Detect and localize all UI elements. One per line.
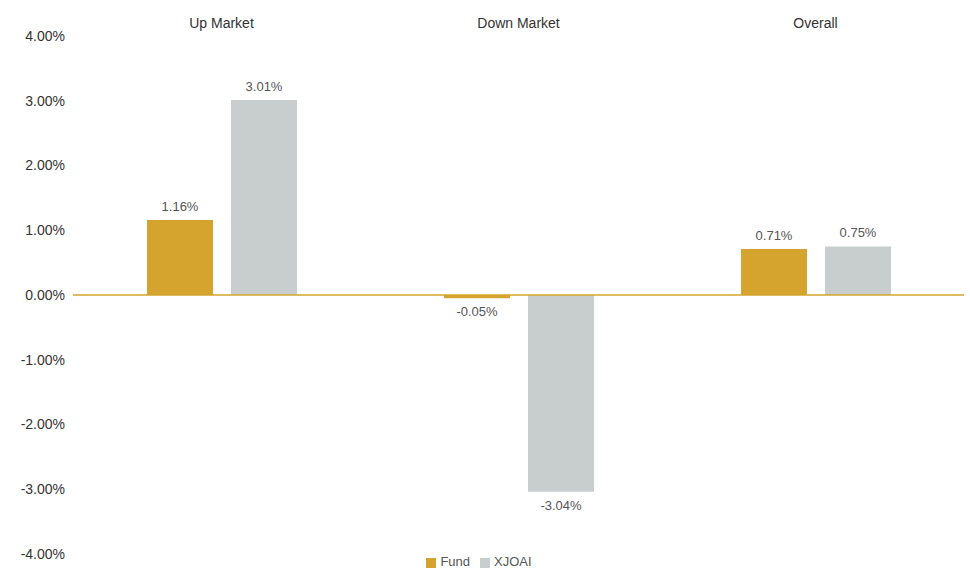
svg-text:-3.00%: -3.00% [21, 481, 65, 497]
svg-text:Up Market: Up Market [189, 15, 254, 31]
svg-text:3.01%: 3.01% [246, 79, 283, 94]
svg-text:1.16%: 1.16% [162, 199, 199, 214]
html-text:XJOAI: XJOAI [494, 554, 532, 569]
svg-text:-0.05%: -0.05% [456, 304, 498, 319]
svg-text:3.00%: 3.00% [25, 93, 65, 109]
svg-text:-4.00%: -4.00% [21, 546, 65, 562]
html-text:Fund: Fund [440, 554, 470, 569]
svg-text:1.00%: 1.00% [25, 222, 65, 238]
svg-text:-2.00%: -2.00% [21, 416, 65, 432]
svg-text:0.00%: 0.00% [25, 287, 65, 303]
svg-text:-3.04%: -3.04% [540, 498, 582, 513]
svg-text:4.00%: 4.00% [25, 28, 65, 44]
svg-text:Overall: Overall [793, 15, 837, 31]
svg-text:2.00%: 2.00% [25, 157, 65, 173]
svg-text:0.75%: 0.75% [840, 225, 877, 240]
svg-text:0.71%: 0.71% [756, 228, 793, 243]
svg-text:-1.00%: -1.00% [21, 352, 65, 368]
svg-text:Down Market: Down Market [477, 15, 560, 31]
